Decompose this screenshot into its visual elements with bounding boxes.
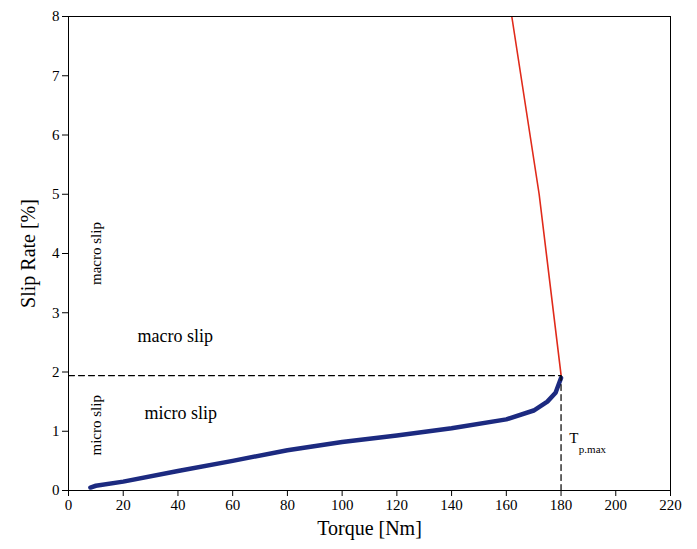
svg-text:120: 120 (386, 497, 409, 513)
svg-text:macro slip: macro slip (137, 326, 212, 346)
svg-text:macro slip: macro slip (88, 222, 104, 285)
svg-text:8: 8 (52, 8, 60, 24)
svg-text:220: 220 (659, 497, 682, 513)
svg-text:5: 5 (52, 186, 60, 202)
svg-text:3: 3 (52, 305, 60, 321)
svg-text:T: T (569, 430, 578, 446)
svg-text:140: 140 (440, 497, 463, 513)
svg-text:180: 180 (550, 497, 573, 513)
svg-text:20: 20 (116, 497, 131, 513)
svg-text:0: 0 (65, 497, 73, 513)
svg-text:40: 40 (170, 497, 185, 513)
svg-text:100: 100 (331, 497, 354, 513)
svg-text:1: 1 (52, 423, 60, 439)
svg-text:160: 160 (495, 497, 518, 513)
svg-text:7: 7 (52, 68, 60, 84)
svg-text:60: 60 (225, 497, 240, 513)
svg-text:0: 0 (52, 482, 60, 498)
svg-text:200: 200 (605, 497, 628, 513)
svg-text:micro slip: micro slip (88, 395, 104, 455)
svg-text:Slip Rate [%]: Slip Rate [%] (17, 199, 40, 308)
svg-text:4: 4 (52, 245, 60, 261)
svg-text:micro slip: micro slip (144, 403, 217, 423)
svg-text:80: 80 (280, 497, 295, 513)
svg-text:6: 6 (52, 127, 60, 143)
svg-text:Torque [Nm]: Torque [Nm] (317, 517, 422, 540)
svg-text:p.max: p.max (579, 443, 607, 455)
svg-text:2: 2 (52, 364, 60, 380)
